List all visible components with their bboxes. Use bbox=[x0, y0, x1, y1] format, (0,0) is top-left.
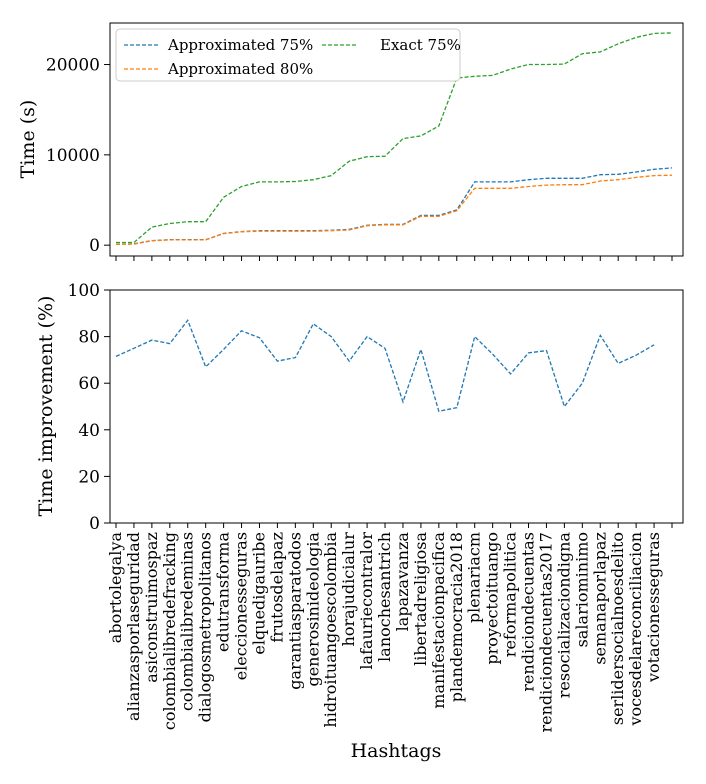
x-tick-label-reformapolitica: reformapolitica bbox=[501, 532, 520, 658]
x-tick-label-colombialibredefracking: colombialibredefracking bbox=[160, 532, 179, 730]
legend-label-approximated-80: Approximated 80% bbox=[167, 60, 313, 78]
x-tick-label-horajudicialur: horajudicialur bbox=[339, 532, 358, 647]
top-y-axis-label: Time (s) bbox=[17, 100, 39, 179]
top-y-ticks: 0 10000 20000 bbox=[46, 56, 110, 256]
legend: Approximated 75% Approximated 80% Exact … bbox=[115, 28, 461, 82]
x-tick-label-salariominimo: salariominimo bbox=[572, 532, 591, 647]
x-tick-label-hidroituangoescolombia: hidroituangoescolombia bbox=[321, 532, 340, 728]
x-tick-label-serlidersocialnoesdelito: serlidersocialnoesdelito bbox=[608, 532, 627, 725]
bottom-y-tick-label: 60 bbox=[78, 374, 100, 394]
x-tick-label-plandemocracia2018: plandemocracia2018 bbox=[447, 532, 466, 702]
x-tick-label-manifestacionpacifica: manifestacionpacifica bbox=[429, 532, 448, 709]
top-y-tick-label: 0 bbox=[89, 236, 100, 256]
x-tick-label-abortolegalya: abortolegalya bbox=[106, 532, 125, 644]
series-line-approximated-80 bbox=[115, 174, 673, 245]
top-y-tick-label: 10000 bbox=[46, 146, 100, 166]
x-tick-label-rendiciondecuentas2017: rendiciondecuentas2017 bbox=[537, 532, 556, 732]
series-line-exact-75 bbox=[116, 32, 673, 244]
top-axes-frame bbox=[109, 22, 684, 257]
x-tick-label-semanaporlapaz: semanaporlapaz bbox=[590, 532, 609, 665]
bottom-y-axis-label: Time improvement (%) bbox=[35, 296, 57, 517]
bottom-plot-area bbox=[115, 318, 655, 412]
bottom-y-ticks: 0 20 40 60 80 100 bbox=[68, 281, 110, 534]
x-tick-label-lafauriecontralor: lafauriecontralor bbox=[357, 532, 376, 670]
x-tick-label-lapazavanza: lapazavanza bbox=[393, 532, 412, 632]
x-tick-label-eleccionesseguras: eleccionesseguras bbox=[232, 532, 251, 680]
x-tick-label-vocesdelareconciliacion: vocesdelareconciliacion bbox=[626, 532, 645, 727]
x-tick-label-votacionesseguras: votacionesseguras bbox=[644, 532, 663, 683]
bottom-chart: 0 20 40 60 80 100 abortolegalyaalianzasporlas… bbox=[35, 281, 684, 762]
x-tick-label-asiconstruimospaz: asiconstruimospaz bbox=[142, 532, 161, 683]
x-tick-label-elquedigauribe: elquedigauribe bbox=[250, 532, 269, 655]
bottom-y-tick-label: 40 bbox=[78, 421, 100, 441]
bottom-y-tick-label: 100 bbox=[68, 281, 100, 301]
top-chart: 0 10000 20000 Time (s) Approximated 75% Ap… bbox=[17, 22, 684, 261]
x-tick-label-colombialibredeminas: colombialibredeminas bbox=[178, 532, 197, 711]
bottom-x-axis-label: Hashtags bbox=[351, 740, 442, 762]
x-tick-label-edutransforma: edutransforma bbox=[214, 532, 233, 653]
x-tick-label-rendiciondecuentas: rendiciondecuentas bbox=[519, 532, 538, 692]
bottom-y-tick-label: 0 bbox=[89, 514, 100, 534]
x-tick-label-resocializaciondigna: resocializaciondigna bbox=[554, 532, 573, 699]
top-y-tick-label: 20000 bbox=[46, 56, 100, 76]
x-tick-label-frutosdelapaz: frutosdelapaz bbox=[267, 532, 286, 643]
top-plot-area bbox=[115, 32, 673, 245]
bottom-axes-frame bbox=[109, 289, 684, 524]
x-tick-label-libertadreligiosa: libertadreligiosa bbox=[411, 532, 430, 666]
legend-label-approximated-75: Approximated 75% bbox=[167, 36, 313, 54]
x-tick-label-lanochesantrich: lanochesantrich bbox=[375, 532, 394, 662]
series-line-time-improvement bbox=[115, 318, 655, 412]
legend-label-exact-75: Exact 75% bbox=[380, 36, 461, 54]
x-tick-label-garantiasparatodos: garantiasparatodos bbox=[285, 532, 304, 690]
series-line-approximated-75 bbox=[115, 167, 673, 245]
top-x-ticks bbox=[115, 256, 673, 261]
bottom-y-tick-label: 20 bbox=[78, 467, 100, 487]
x-tick-label-proyectoituango: proyectoituango bbox=[483, 532, 502, 665]
x-tick-label-alianzasporlaseguridad: alianzasporlaseguridad bbox=[124, 532, 143, 721]
x-tick-label-dialogosmetropolitanos: dialogosmetropolitanos bbox=[196, 532, 215, 722]
legend-box bbox=[115, 28, 461, 82]
x-tick-label-plenariacm: plenariacm bbox=[465, 532, 484, 623]
bottom-y-tick-label: 80 bbox=[78, 328, 100, 348]
x-tick-label-generosinideologia: generosinideologia bbox=[303, 532, 322, 687]
